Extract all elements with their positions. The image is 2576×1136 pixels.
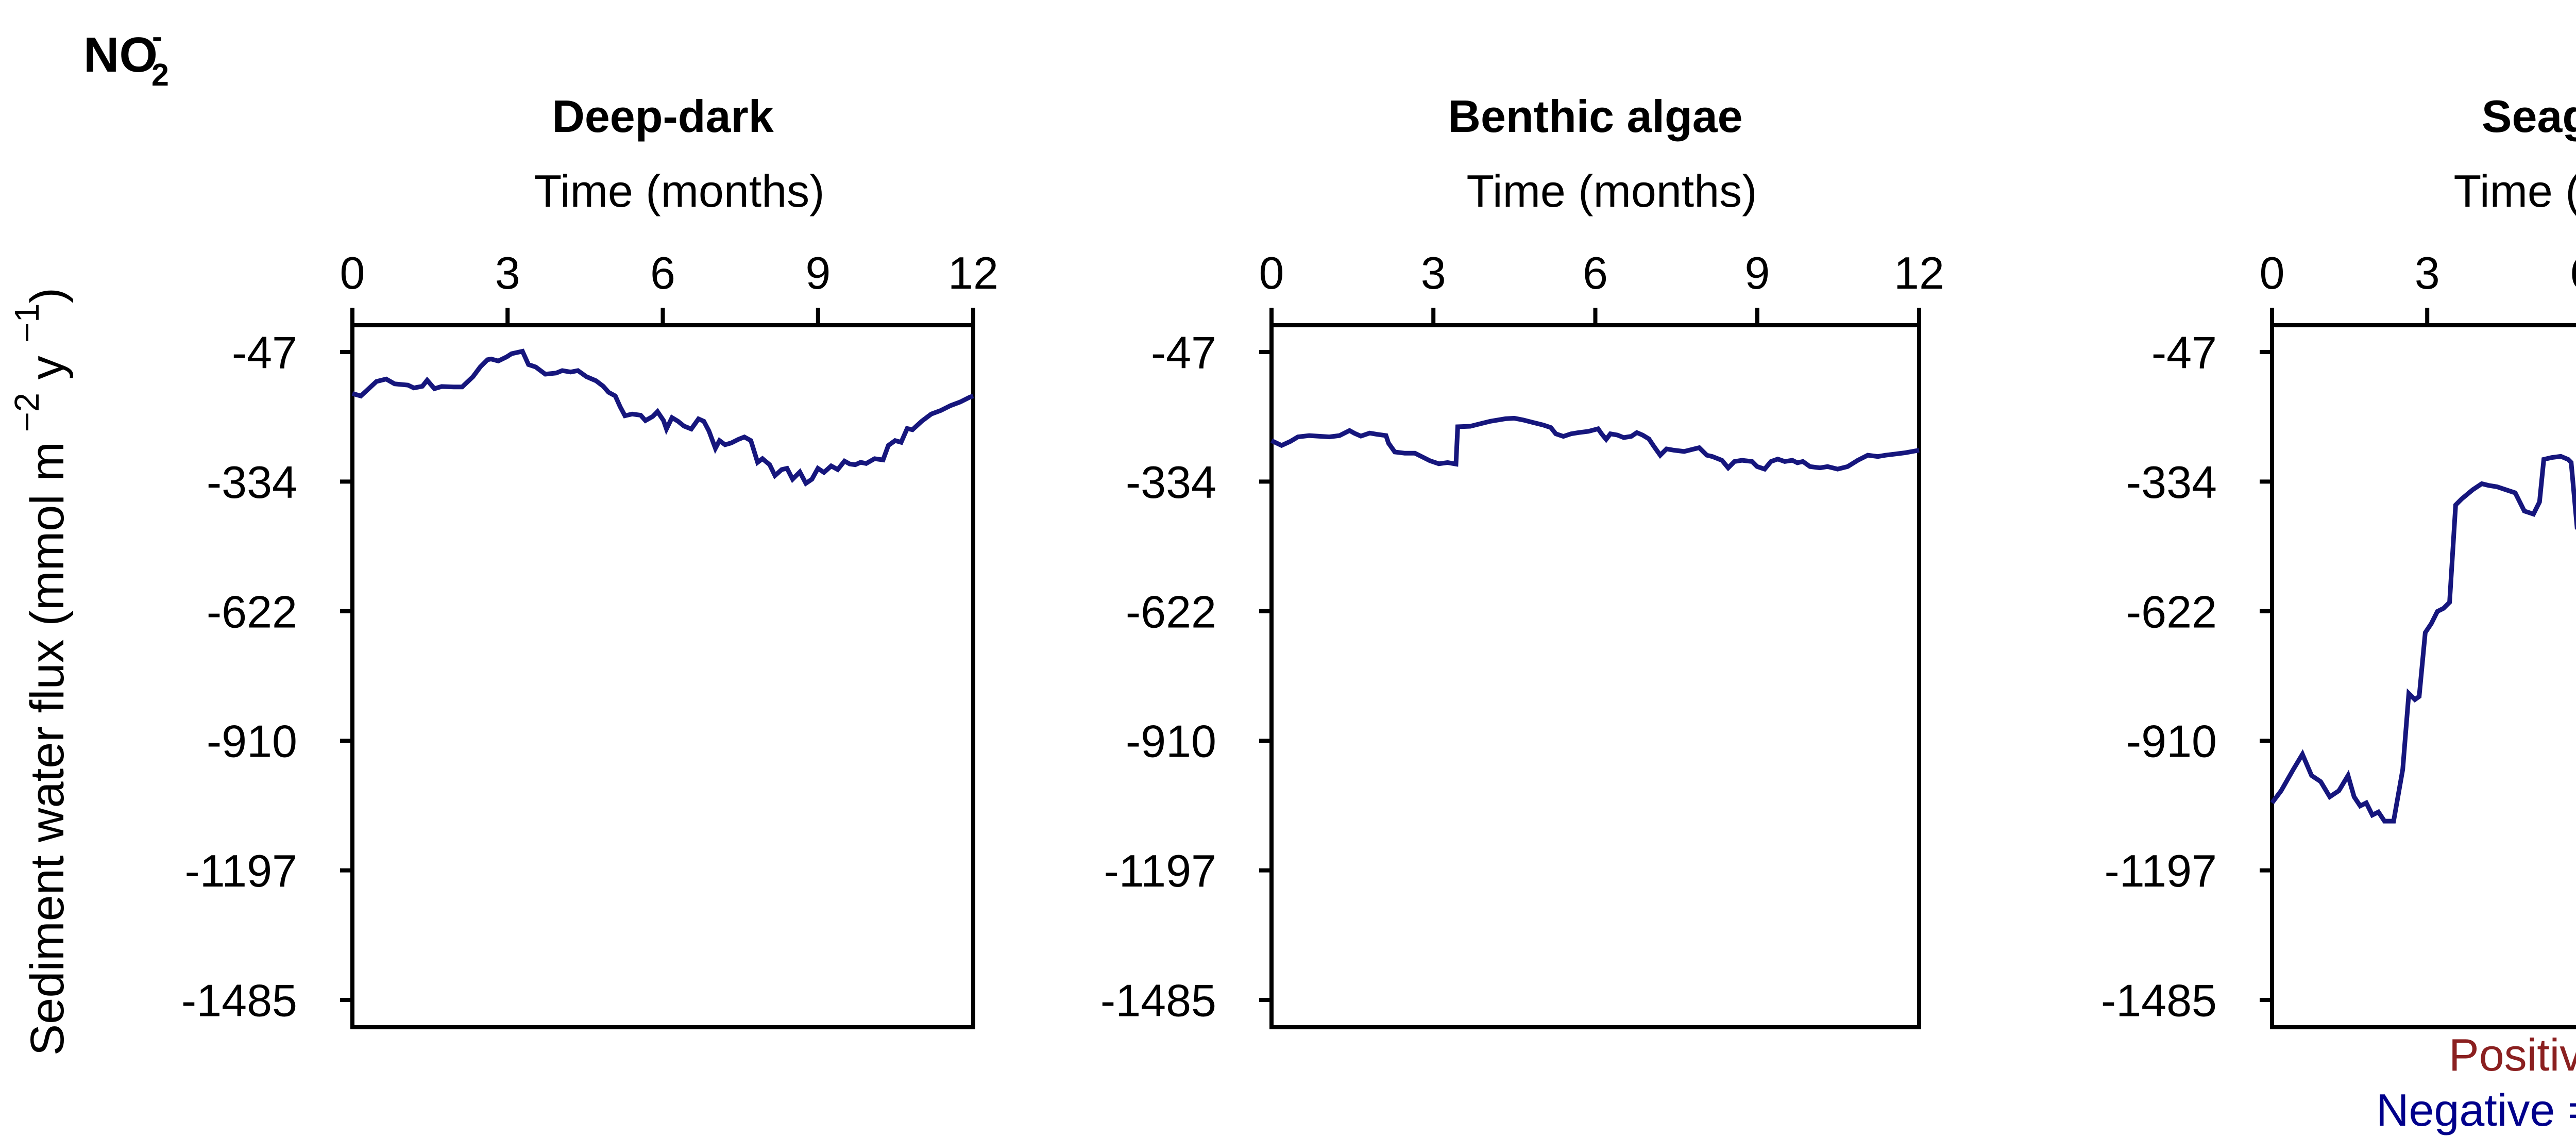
svg-text:3: 3 bbox=[495, 247, 520, 298]
svg-text:-1197: -1197 bbox=[1104, 845, 1216, 896]
svg-text:-47: -47 bbox=[1151, 327, 1216, 378]
svg-text:-1485: -1485 bbox=[1100, 975, 1216, 1026]
svg-text:-910: -910 bbox=[1126, 716, 1216, 767]
svg-text:-1197: -1197 bbox=[2104, 845, 2217, 896]
svg-text:-622: -622 bbox=[207, 586, 297, 637]
svg-text:Benthic algae: Benthic algae bbox=[1448, 91, 1742, 142]
svg-text:-334: -334 bbox=[2126, 457, 2217, 508]
svg-text:Deep-dark: Deep-dark bbox=[552, 91, 774, 142]
svg-text:6: 6 bbox=[2570, 247, 2576, 298]
svg-text:-334: -334 bbox=[207, 457, 297, 508]
svg-text:Time (months): Time (months) bbox=[534, 165, 825, 216]
svg-text:9: 9 bbox=[805, 247, 831, 298]
svg-text:6: 6 bbox=[1583, 247, 1608, 298]
svg-text:3: 3 bbox=[2415, 247, 2440, 298]
svg-text:6: 6 bbox=[650, 247, 675, 298]
svg-text:0: 0 bbox=[340, 247, 365, 298]
svg-text:Time (months): Time (months) bbox=[2454, 165, 2576, 216]
svg-text:Time (months): Time (months) bbox=[1467, 165, 1757, 216]
svg-text:3: 3 bbox=[1421, 247, 1446, 298]
svg-text:-1485: -1485 bbox=[2101, 975, 2217, 1026]
svg-text:-910: -910 bbox=[207, 716, 297, 767]
svg-text:Negative = to bottom water: Negative = to bottom water bbox=[2376, 1084, 2576, 1135]
svg-text:-47: -47 bbox=[232, 327, 297, 378]
svg-text:Positive = into sediment: Positive = into sediment bbox=[2449, 1029, 2576, 1080]
svg-text:-1197: -1197 bbox=[184, 845, 297, 896]
svg-text:-622: -622 bbox=[1126, 586, 1216, 637]
svg-text:Seagrass: Seagrass bbox=[2482, 91, 2576, 142]
svg-text:-334: -334 bbox=[1126, 457, 1216, 508]
svg-text:-47: -47 bbox=[2151, 327, 2217, 378]
svg-text:-1485: -1485 bbox=[181, 975, 297, 1026]
svg-text:12: 12 bbox=[948, 247, 998, 298]
svg-text:-910: -910 bbox=[2126, 716, 2217, 767]
svg-text:-622: -622 bbox=[2126, 586, 2217, 637]
svg-text:0: 0 bbox=[1259, 247, 1284, 298]
svg-text:9: 9 bbox=[1744, 247, 1770, 298]
svg-text:12: 12 bbox=[1894, 247, 1944, 298]
svg-text:0: 0 bbox=[2260, 247, 2285, 298]
svg-text:NO2-: NO2- bbox=[83, 19, 169, 92]
